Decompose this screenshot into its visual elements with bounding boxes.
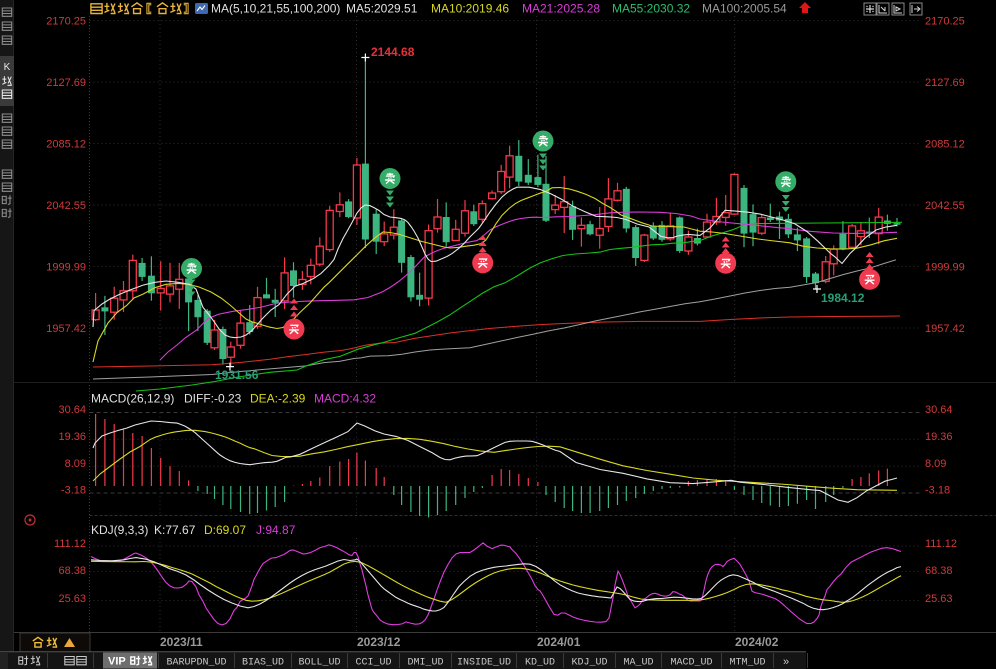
svg-text:1999.99: 1999.99 — [46, 262, 86, 274]
svg-text:J:94.87: J:94.87 — [256, 523, 296, 537]
svg-text:1957.42: 1957.42 — [925, 323, 965, 335]
svg-text:K:77.67: K:77.67 — [154, 523, 196, 537]
svg-text:68.38: 68.38 — [58, 565, 86, 577]
svg-text:2023/12: 2023/12 — [357, 635, 401, 649]
svg-text:DEA:-2.39: DEA:-2.39 — [250, 392, 306, 406]
svg-text:INSIDE_UD: INSIDE_UD — [457, 658, 511, 669]
svg-text:2170.25: 2170.25 — [925, 16, 965, 28]
svg-text:MACD(26,12,9): MACD(26,12,9) — [91, 392, 174, 406]
svg-text:19.36: 19.36 — [58, 431, 86, 443]
svg-text:K: K — [4, 62, 11, 73]
svg-text:KD_UD: KD_UD — [525, 658, 555, 669]
svg-text:30.64: 30.64 — [58, 404, 86, 416]
svg-text:30.64: 30.64 — [925, 404, 953, 416]
svg-text:MACD_UD: MACD_UD — [670, 658, 712, 669]
svg-text:2042.55: 2042.55 — [925, 200, 965, 212]
svg-text:1931.56: 1931.56 — [215, 368, 259, 382]
svg-text:DMI_UD: DMI_UD — [407, 658, 443, 669]
svg-text:2144.68: 2144.68 — [371, 45, 415, 59]
svg-text:MACD:4.32: MACD:4.32 — [314, 392, 376, 406]
svg-text:111.12: 111.12 — [925, 538, 957, 550]
svg-text:2085.12: 2085.12 — [46, 139, 86, 151]
svg-text:CCI_UD: CCI_UD — [355, 658, 391, 669]
svg-text:8.09: 8.09 — [65, 458, 86, 470]
svg-text:2127.69: 2127.69 — [925, 77, 965, 89]
svg-text:111.12: 111.12 — [54, 538, 86, 550]
svg-text:MA(5,10,21,55,100,200): MA(5,10,21,55,100,200) — [211, 2, 340, 16]
svg-text:KDJ_UD: KDJ_UD — [571, 658, 607, 669]
svg-text:8.09: 8.09 — [925, 458, 946, 470]
svg-text:2042.55: 2042.55 — [46, 200, 86, 212]
svg-text:MTM_UD: MTM_UD — [729, 658, 765, 669]
svg-text:MA_UD: MA_UD — [623, 658, 653, 669]
svg-text:19.36: 19.36 — [925, 431, 953, 443]
svg-text:BARUPDN_UD: BARUPDN_UD — [166, 658, 226, 669]
svg-text:2127.69: 2127.69 — [46, 77, 86, 89]
svg-text:»: » — [783, 656, 789, 668]
svg-text:2024/02: 2024/02 — [735, 635, 779, 649]
svg-text:2085.12: 2085.12 — [925, 139, 965, 151]
svg-text:2023/11: 2023/11 — [160, 635, 203, 649]
svg-text:68.38: 68.38 — [925, 565, 953, 577]
svg-text:2024/01: 2024/01 — [537, 635, 581, 649]
svg-text:1957.42: 1957.42 — [46, 323, 86, 335]
svg-text:KDJ(9,3,3): KDJ(9,3,3) — [91, 523, 148, 537]
svg-text:DIFF:-0.23: DIFF:-0.23 — [184, 392, 242, 406]
svg-text:MA100:2005.54: MA100:2005.54 — [702, 2, 787, 16]
svg-text:1999.99: 1999.99 — [925, 262, 965, 274]
svg-text:MA21:2025.28: MA21:2025.28 — [522, 2, 600, 16]
svg-text:BOLL_UD: BOLL_UD — [298, 658, 340, 669]
svg-text:25.63: 25.63 — [925, 593, 953, 605]
svg-text:-3.18: -3.18 — [61, 485, 86, 497]
svg-text:MA55:2030.32: MA55:2030.32 — [612, 2, 690, 16]
svg-text:1984.12: 1984.12 — [821, 291, 865, 305]
svg-text:BIAS_UD: BIAS_UD — [242, 658, 284, 669]
svg-text:MA5:2029.51: MA5:2029.51 — [346, 2, 418, 16]
svg-text:2170.25: 2170.25 — [46, 16, 86, 28]
svg-text:VIP: VIP — [108, 656, 126, 668]
svg-text:-3.18: -3.18 — [925, 485, 950, 497]
svg-text:D:69.07: D:69.07 — [204, 523, 246, 537]
svg-text:MA10:2019.46: MA10:2019.46 — [431, 2, 509, 16]
svg-text:25.63: 25.63 — [58, 593, 86, 605]
